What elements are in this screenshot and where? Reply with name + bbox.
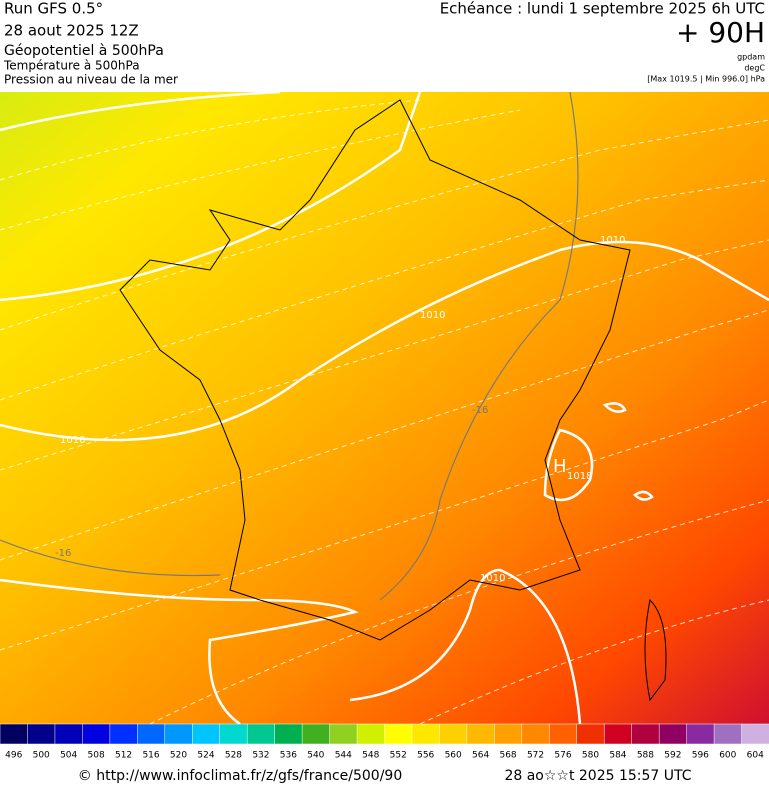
colorbar-label: 528 bbox=[225, 751, 242, 761]
color-swatch bbox=[686, 723, 715, 745]
color-swatch bbox=[466, 723, 496, 745]
timestamp: 28 ao☆☆t 2025 15:57 UTC bbox=[504, 768, 691, 784]
color-swatch bbox=[219, 723, 248, 745]
source-url: © http://www.infoclimat.fr/z/gfs/france/… bbox=[78, 768, 402, 784]
pressure-range: [Max 1019.5 | Min 996.0] hPa bbox=[647, 75, 765, 84]
colorbar-label: 596 bbox=[692, 751, 709, 761]
color-swatch bbox=[137, 723, 166, 745]
color-swatch bbox=[576, 723, 605, 745]
date: 28 aout 2025 12Z bbox=[4, 22, 139, 40]
color-swatch bbox=[713, 723, 743, 745]
colorbar-label: 560 bbox=[445, 751, 462, 761]
colorbar-label: 532 bbox=[252, 751, 269, 761]
colorbar-label: 592 bbox=[664, 751, 681, 761]
colorbar-label: 540 bbox=[307, 751, 324, 761]
lead-time: + 90H bbox=[676, 16, 765, 49]
color-swatch bbox=[658, 723, 688, 745]
colorbar-label: 556 bbox=[417, 751, 434, 761]
field: Pression au niveau de la mer bbox=[4, 73, 178, 87]
colorbar-label: 512 bbox=[115, 751, 132, 761]
color-swatch bbox=[384, 723, 413, 745]
colorbar-label: 576 bbox=[554, 751, 571, 761]
color-swatch bbox=[0, 723, 29, 745]
high-value: 1018 bbox=[567, 471, 592, 482]
colorbar-label: 604 bbox=[747, 751, 764, 761]
colorbar-label: 516 bbox=[142, 751, 159, 761]
color-swatch bbox=[274, 723, 303, 745]
colorbar: 496 500 504 508 512 516 520 524 528 532 536 540 544 5… bbox=[0, 723, 769, 761]
colorbar-label: 508 bbox=[88, 751, 105, 761]
color-swatch bbox=[329, 723, 358, 745]
high-marker: H bbox=[553, 456, 567, 477]
color-swatch bbox=[164, 723, 194, 745]
isotherm-label: -16 bbox=[55, 548, 71, 559]
color-swatch bbox=[82, 723, 111, 745]
color-swatch bbox=[521, 723, 551, 745]
isotherm-label: -16 bbox=[472, 405, 488, 416]
colorbar-label: 548 bbox=[362, 751, 379, 761]
colorbar-label: 568 bbox=[499, 751, 516, 761]
map bbox=[0, 90, 769, 726]
unit: gpdam bbox=[737, 53, 765, 62]
valid-time: Echéance : lundi 1 septembre 2025 6h UTC bbox=[440, 0, 765, 18]
colorbar-label: 524 bbox=[197, 751, 214, 761]
color-swatch bbox=[192, 723, 221, 745]
field: Température à 500hPa bbox=[3, 59, 140, 73]
colorbar-label: 500 bbox=[33, 751, 50, 761]
color-swatch bbox=[356, 723, 386, 745]
field: Géopotentiel à 500hPa bbox=[4, 43, 164, 59]
color-swatch bbox=[549, 723, 578, 745]
color-swatch bbox=[246, 723, 276, 745]
colorbar-label: 572 bbox=[527, 751, 544, 761]
run: Run GFS 0.5° bbox=[4, 0, 103, 18]
colorbar-label: 504 bbox=[60, 751, 77, 761]
isobar-label: 1010 bbox=[600, 235, 625, 246]
colorbar-label: 552 bbox=[390, 751, 407, 761]
colorbar-label: 600 bbox=[719, 751, 736, 761]
color-swatch bbox=[411, 723, 441, 745]
color-swatch bbox=[439, 723, 468, 745]
colorbar-label: 544 bbox=[335, 751, 352, 761]
colorbar-label: 580 bbox=[582, 751, 599, 761]
isobar-label: 1010 bbox=[420, 310, 445, 321]
color-swatch bbox=[741, 723, 769, 745]
colorbar-label: 536 bbox=[280, 751, 297, 761]
color-swatch bbox=[27, 723, 56, 745]
color-swatch bbox=[54, 723, 84, 745]
color-swatch bbox=[494, 723, 523, 745]
colorbar-label: 520 bbox=[170, 751, 187, 761]
colorbar-label: 496 bbox=[5, 751, 22, 761]
colorbar-label: 564 bbox=[472, 751, 489, 761]
isobar-label: 1010 bbox=[60, 435, 85, 446]
colorbar-label: 584 bbox=[609, 751, 626, 761]
isobar-label: 1010 bbox=[480, 573, 505, 584]
color-swatch bbox=[631, 723, 660, 745]
unit: degC bbox=[744, 64, 765, 73]
color-swatch bbox=[301, 723, 331, 745]
colorbar-label: 588 bbox=[637, 751, 654, 761]
color-swatch bbox=[109, 723, 139, 745]
color-swatch bbox=[603, 723, 633, 745]
